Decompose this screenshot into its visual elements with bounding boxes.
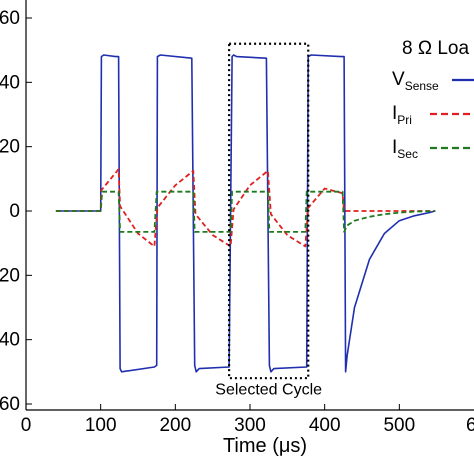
x-tick-label-edge: 6 bbox=[466, 415, 474, 436]
legend: 8 Ω Loa VSense IPri ISec bbox=[392, 38, 474, 161]
legend-label-pri: IPri bbox=[392, 103, 412, 127]
x-tick-label: 0 bbox=[21, 415, 32, 436]
series-i-sec-line bbox=[55, 190, 436, 233]
y-tick-label: 40 bbox=[0, 330, 20, 351]
x-tick-label: 100 bbox=[85, 415, 117, 436]
y-tick-label: 20 bbox=[0, 265, 20, 286]
legend-label-sense: VSense bbox=[392, 69, 439, 93]
x-tick-label: 400 bbox=[309, 415, 341, 436]
legend-title: 8 Ω Loa bbox=[402, 38, 469, 59]
y-tick-label: 60 bbox=[0, 8, 20, 29]
x-axis-title: Time (μs) bbox=[223, 435, 307, 457]
selected-cycle-box bbox=[227, 42, 310, 380]
annotation-layer: Selected Cycle bbox=[206, 42, 331, 400]
x-tick-label: 300 bbox=[234, 415, 266, 436]
selected-cycle-label-bg bbox=[206, 379, 331, 400]
legend-label-sec: ISec bbox=[392, 137, 418, 161]
x-tick-label: 500 bbox=[383, 415, 415, 436]
series-v-sense-line bbox=[55, 54, 436, 373]
x-tick-label: 200 bbox=[159, 415, 191, 436]
y-tick-label: 60 bbox=[0, 394, 20, 415]
y-tick-label: 0 bbox=[9, 201, 20, 222]
y-tick-label: 40 bbox=[0, 72, 20, 93]
series-layer bbox=[55, 54, 436, 373]
series-i-pri-line bbox=[55, 168, 436, 248]
selected-cycle-label: Selected Cycle bbox=[215, 381, 322, 398]
y-tick-label: 20 bbox=[0, 137, 20, 158]
